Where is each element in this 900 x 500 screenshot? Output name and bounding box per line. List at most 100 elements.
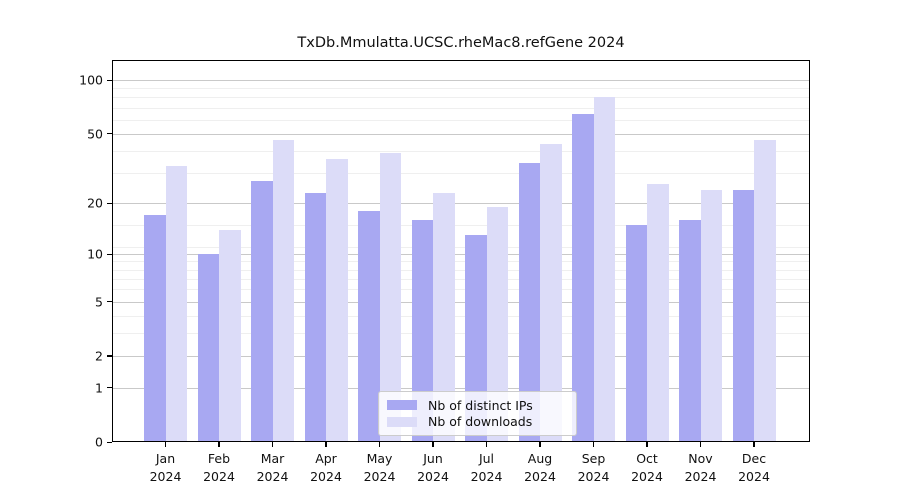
x-tick-nov: [699, 442, 702, 447]
legend-item-downloads: Nb of downloads: [387, 414, 568, 429]
gridline-minor-80: [112, 97, 810, 99]
gridline-minor-60: [112, 119, 810, 121]
y-tick-0: [107, 441, 112, 443]
legend-swatch-downloads: [387, 416, 417, 427]
gridline-5: [112, 301, 810, 303]
bar-distinct-ips-jul: [465, 235, 487, 442]
gridline-minor-9: [112, 261, 810, 263]
gridline-100: [112, 80, 810, 82]
y-tick-label-5: 5: [95, 294, 103, 310]
year-label: 2024: [310, 468, 342, 484]
y-tick-label-1: 1: [95, 380, 103, 396]
gridline-minor-40: [112, 150, 810, 152]
y-tick-label-10: 10: [87, 246, 103, 262]
month-label: Sep: [581, 451, 606, 466]
month-label: Aug: [527, 451, 553, 466]
month-label: Jun: [423, 451, 443, 466]
bar-distinct-ips-jun: [411, 219, 433, 442]
bar-distinct-ips-aug: [518, 163, 540, 442]
x-tick-label-jan: Jan 2024: [131, 450, 201, 485]
legend-swatch-distinct-ips: [387, 400, 417, 411]
bar-downloads-jun: [433, 192, 455, 442]
bar-downloads-may: [379, 152, 401, 442]
month-label: Jan: [155, 451, 176, 466]
gridline-20: [112, 203, 810, 205]
x-tick-jun: [432, 442, 434, 447]
bar-distinct-ips-feb: [197, 254, 219, 442]
chart-title: TxDb.Mmulatta.UCSC.rheMac8.refGene 2024: [297, 35, 625, 51]
legend: Nb of distinct IPs Nb of downloads: [378, 391, 577, 436]
gridline-minor-70: [112, 107, 810, 109]
x-tick-label-aug: Aug 2024: [505, 450, 575, 485]
x-tick-label-sep: Sep 2024: [559, 450, 629, 485]
y-tick-2: [107, 355, 112, 357]
year-label: 2024: [256, 468, 289, 484]
x-tick-dec: [753, 442, 755, 447]
y-tick-20: [107, 202, 112, 204]
y-tick-10: [107, 253, 112, 255]
bar-downloads-sep: [593, 97, 615, 442]
year-label: 2024: [470, 468, 503, 484]
x-tick-label-jul: Jul 2024: [452, 450, 522, 485]
x-tick-feb: [218, 442, 220, 447]
x-tick-jan: [164, 442, 167, 447]
year-label: 2024: [417, 468, 449, 484]
bar-downloads-aug: [540, 143, 562, 442]
x-tick-sep: [592, 442, 595, 447]
y-tick-1: [107, 387, 112, 389]
legend-label-distinct-ips: Nb of distinct IPs: [428, 397, 533, 413]
bar-downloads-mar: [272, 140, 294, 442]
gridline-2: [112, 355, 810, 357]
bar-distinct-ips-may: [358, 211, 380, 442]
x-tick-mar: [271, 442, 274, 447]
x-tick-label-dec: Dec 2024: [719, 450, 789, 485]
x-tick-apr: [325, 442, 327, 447]
legend-label-downloads: Nb of downloads: [428, 414, 533, 430]
month-label: Feb: [207, 451, 231, 466]
legend-item-distinct-ips: Nb of distinct IPs: [387, 398, 568, 413]
gridline-minor-4: [112, 315, 810, 317]
gridline-minor-6: [112, 289, 810, 291]
bar-downloads-jan: [165, 165, 187, 442]
x-tick-label-feb: Feb 2024: [184, 450, 254, 485]
year-label: 2024: [738, 468, 770, 484]
y-tick-label-20: 20: [87, 195, 103, 211]
month-label: Jul: [478, 451, 495, 466]
bar-downloads-dec: [754, 140, 776, 442]
x-tick-label-nov: Nov 2024: [666, 450, 736, 485]
bar-distinct-ips-sep: [572, 113, 594, 442]
x-tick-label-mar: Mar 2024: [238, 450, 308, 485]
year-label: 2024: [203, 468, 235, 484]
bar-downloads-apr: [326, 158, 348, 442]
year-label: 2024: [684, 468, 717, 484]
x-tick-oct: [646, 442, 648, 447]
x-tick-jul: [485, 442, 488, 447]
bar-downloads-feb: [219, 229, 241, 442]
bar-distinct-ips-nov: [679, 219, 701, 442]
x-tick-aug: [539, 442, 541, 447]
month-label: Oct: [636, 451, 658, 466]
gridline-50: [112, 133, 810, 135]
bar-distinct-ips-oct: [625, 224, 647, 442]
gridline-minor-7: [112, 278, 810, 280]
bar-downloads-nov: [700, 189, 722, 442]
year-label: 2024: [524, 468, 556, 484]
month-label: Nov: [688, 451, 713, 466]
bar-distinct-ips-jan: [144, 215, 166, 442]
bar-distinct-ips-mar: [251, 180, 273, 442]
plot-area: Nb of distinct IPs Nb of downloads 0 1 2 5 1…: [79, 60, 810, 484]
y-tick-label-50: 50: [87, 126, 103, 142]
gridline-minor-30: [112, 172, 810, 174]
year-label: 2024: [577, 468, 610, 484]
gridline-minor-15: [112, 224, 810, 226]
bar-distinct-ips-apr: [304, 192, 326, 442]
month-label: Dec: [741, 451, 767, 466]
gridline-10: [112, 254, 810, 255]
month-label: Mar: [260, 451, 285, 466]
gridline-1: [112, 387, 810, 389]
y-tick-label-100: 100: [79, 72, 103, 88]
year-label: 2024: [631, 468, 663, 484]
bar-downloads-jul: [486, 207, 508, 442]
x-tick-label-may: May 2024: [345, 450, 415, 485]
month-label: May: [366, 451, 393, 466]
